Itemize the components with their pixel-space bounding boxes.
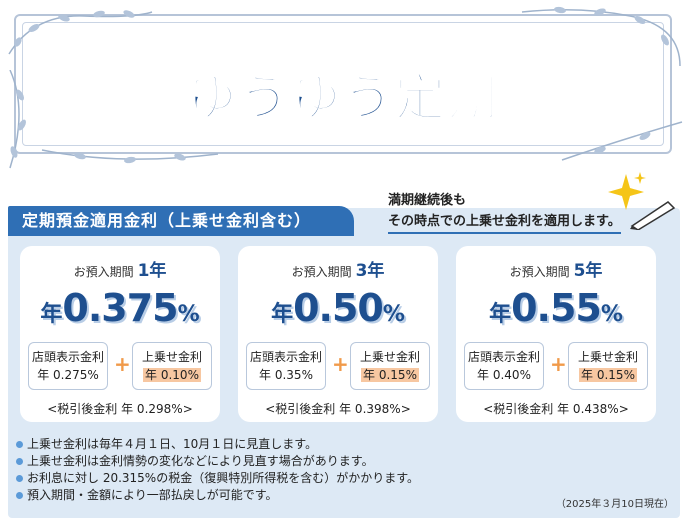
vine-decoration-left-icon [9,70,26,169]
store-rate-value: 年 0.35% [259,368,313,382]
store-rate-value: 年 0.275% [37,368,99,382]
list-item: 預入期間・金額により一部払戻しが可能です。 [16,487,419,504]
bonus-rate-label: 上乗せ金利 [577,350,638,364]
store-rate-box: 店頭表示金利 年 0.275% [28,342,108,390]
plus-icon: + [114,352,131,376]
card-period-header: お預入期間 5年 [456,256,656,281]
rate-suffix: % [600,302,623,327]
bonus-rate-box: 上乗せ金利 年 0.15% [350,342,430,390]
rate-breakdown: 店頭表示金利 年 0.40% + 上乗せ金利 年 0.15% [464,342,648,392]
store-rate-box: 店頭表示金利 年 0.40% [464,342,544,390]
store-rate-label: 店頭表示金利 [467,350,540,364]
bonus-rate-value: 年 0.15% [361,368,419,382]
bonus-rate-label: 上乗せ金利 [141,350,202,364]
after-tax-rate: <税引後金利 年 0.438%> [483,402,629,416]
rate-prefix: 年 [271,302,294,327]
continuation-note-line2: その時点での上乗せ金利を適用します。 [388,211,621,234]
vine-decoration-bottom-icon [41,149,219,164]
list-item: 上乗せ金利は金利情勢の変化などにより見直す場合があります。 [16,453,419,470]
bullet-icon [16,492,23,499]
vine-decoration-top-left-icon [8,10,153,55]
total-rate: 年0.50% [238,286,438,330]
as-of-date: （2025年３月10日現在） [555,499,674,510]
total-rate: 年0.375% [20,286,220,330]
rate-card-5year: お預入期間 5年 年0.55% 店頭表示金利 年 0.40% + 上乗せ金利 年 … [456,246,656,422]
list-item: お利息に対し 20.315%の税金（復興特別所得税を含む）がかかります。 [16,470,419,487]
store-rate-value: 年 0.40% [477,368,531,382]
plus-icon: + [332,352,349,376]
card-period-header: お預入期間 1年 [20,256,220,281]
rate-card-1year: お預入期間 1年 年0.375% 店頭表示金利 年 0.275% + 上乗せ金利 … [20,246,220,422]
period-label: お預入期間 [73,265,134,279]
period-label: お預入期間 [509,265,570,279]
bonus-rate-value: 年 0.15% [579,368,637,382]
vine-decoration-bottom-right-icon [561,121,683,161]
rate-suffix: % [382,302,405,327]
rate-prefix: 年 [40,302,63,327]
total-rate: 年0.55% [456,286,656,330]
rate-suffix: % [177,302,200,327]
plus-icon: + [550,352,567,376]
rates-tab-label: 定期預金適用金利（上乗せ金利含む） [8,206,354,236]
period-value: 3年 [355,261,385,281]
continuation-note: 満期継続後も その時点での上乗せ金利を適用します。 [388,190,621,234]
pen-icon [630,201,676,230]
bonus-rate-box: 上乗せ金利 年 0.10% [132,342,212,390]
rate-breakdown: 店頭表示金利 年 0.275% + 上乗せ金利 年 0.10% [28,342,212,392]
list-item: 上乗せ金利は毎年４月１日、10月１日に見直します。 [16,436,419,453]
rate-card-3year: お預入期間 3年 年0.50% 店頭表示金利 年 0.35% + 上乗せ金利 年 … [238,246,438,422]
notes-list: 上乗せ金利は毎年４月１日、10月１日に見直します。 上乗せ金利は金利情勢の変化な… [16,436,419,504]
title-frame-inner-border [22,22,664,146]
title-frame: ゆうゆう定期 [14,14,672,154]
period-value: 1年 [137,261,167,281]
card-period-header: お預入期間 3年 [238,256,438,281]
vine-decoration-top-right-icon [521,6,681,67]
store-rate-box: 店頭表示金利 年 0.35% [246,342,326,390]
period-value: 5年 [573,261,603,281]
rate-prefix: 年 [489,302,512,327]
rate-value: 0.55 [511,286,602,330]
continuation-note-line1: 満期継続後も [388,193,467,208]
rate-value: 0.375 [62,286,178,330]
after-tax-rate: <税引後金利 年 0.298%> [47,402,193,416]
store-rate-label: 店頭表示金利 [249,350,322,364]
bullet-icon [16,441,23,448]
page-title: ゆうゆう定期 [186,68,499,128]
after-tax-rate: <税引後金利 年 0.398%> [265,402,411,416]
rate-value: 0.50 [293,286,384,330]
bullet-icon [16,475,23,482]
bonus-rate-box: 上乗せ金利 年 0.15% [568,342,648,390]
bonus-rate-label: 上乗せ金利 [359,350,420,364]
period-label: お預入期間 [291,265,352,279]
bullet-icon [16,458,23,465]
sparkle-icon [608,172,646,210]
bonus-rate-value: 年 0.10% [143,368,201,382]
store-rate-label: 店頭表示金利 [31,350,104,364]
rate-breakdown: 店頭表示金利 年 0.35% + 上乗せ金利 年 0.15% [246,342,430,392]
